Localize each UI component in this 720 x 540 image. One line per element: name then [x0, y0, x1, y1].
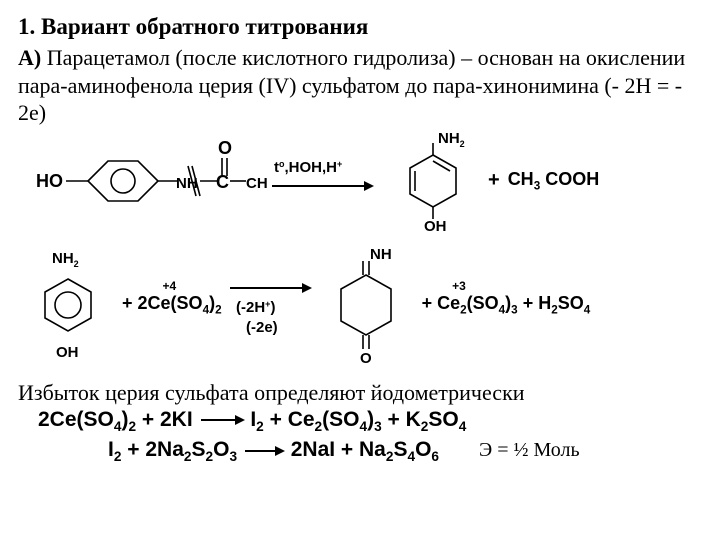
reaction-1: HO NH C O CH3 to,HOH,H+ NH2 OH + CH3 COO… [18, 131, 702, 231]
arrow-eq2 [243, 444, 285, 458]
plus-1: + [488, 169, 500, 192]
equation-2: I2 + 2Na2S2O3 2NaI + Na2S4O6 [108, 438, 439, 464]
label-nh-imine: NH [370, 246, 392, 263]
label-oh-2: OH [56, 344, 79, 361]
product-acoh: CH3 COOH [508, 169, 600, 193]
structure-paracetamol: HO NH C O CH3 [18, 136, 268, 226]
label-nh: NH [176, 175, 198, 192]
label-oh: OH [424, 218, 447, 231]
label-o-ketone: O [360, 350, 372, 365]
excess-text: Избыток церия сульфата определяют йодоме… [18, 379, 702, 407]
label-ho: HO [36, 171, 63, 191]
structure-aminophenol-left: NH2 OH [18, 245, 118, 365]
conditions: to,HOH,H+ [274, 159, 342, 176]
label-nh2: NH2 [438, 131, 465, 149]
section-letter: А) [18, 45, 41, 70]
intro-paragraph: А) Парацетамол (после кислотного гидроли… [18, 44, 702, 127]
structure-quinonimine: NH O [316, 245, 416, 365]
arrow-eq1 [199, 413, 245, 427]
label-c: C [216, 172, 229, 192]
label-o: O [218, 138, 232, 158]
page-heading: 1. Вариант обратного титрования [18, 14, 702, 40]
plus-ce3: + C+3e2(SO4)3 + H2SO4 [422, 293, 591, 317]
structure-aminophenol-top: NH2 OH [378, 131, 488, 231]
arrow-reaction-1: to,HOH,H+ [268, 156, 378, 206]
equivalent-note: Э = ½ Моль [479, 439, 580, 462]
arrow-reaction-2: (-2H+) (-2e) [226, 270, 316, 340]
plus-ce4: + 2C+4e(SO4)2 [122, 293, 222, 317]
equation-1: 2Ce(SO4)2 + 2KI I2 + Ce2(SO4)3 + K2SO4 [38, 408, 702, 434]
loss-2e: (-2e) [246, 319, 278, 336]
loss-2h: (-2H+) [236, 299, 275, 316]
label-nh2-2: NH2 [52, 250, 79, 269]
label-ch3: CH3 [246, 175, 268, 195]
intro-text: Парацетамол (после кислотного гидролиза)… [18, 45, 685, 125]
reaction-2: NH2 OH + 2C+4e(SO4)2 (-2H+) (-2e) NH O +… [18, 245, 702, 365]
